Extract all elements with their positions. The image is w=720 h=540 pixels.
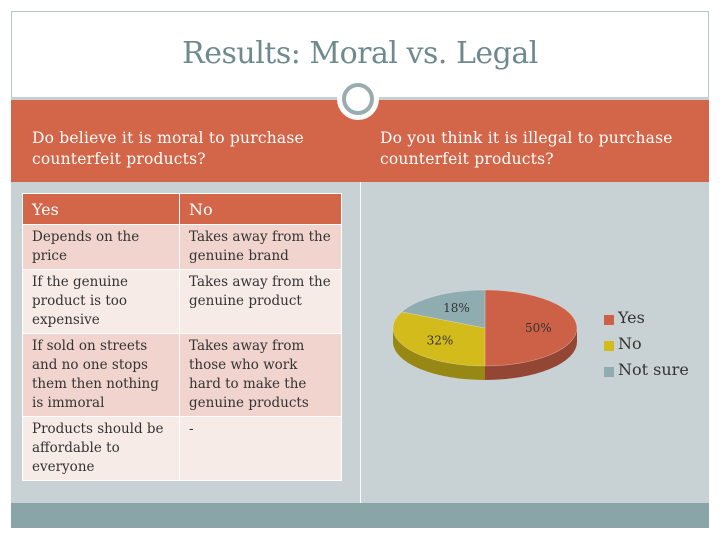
pie-slice-no: [392, 311, 486, 367]
illegal-pie-chart: 50% 32% 18%: [380, 270, 710, 400]
moral-reasons-table: Yes No Depends on the price Takes away f…: [22, 193, 342, 481]
table-cell: Depends on the price: [22, 224, 180, 270]
pie-slice-yes: [484, 289, 578, 367]
legend-label-yes: Yes: [618, 308, 645, 327]
legend-swatch-not-sure: [604, 367, 614, 377]
right-question: Do you think it is illegal to purchase c…: [380, 129, 673, 168]
slide-title: Results: Moral vs. Legal: [182, 36, 538, 71]
table-header-no: No: [179, 193, 342, 225]
table-header-yes: Yes: [22, 193, 180, 225]
table-cell: Takes away from those who work hard to m…: [179, 333, 342, 417]
table-row: Products should be affordable to everyon…: [22, 416, 342, 481]
table-cell: Takes away from the genuine product: [179, 269, 342, 334]
legend-swatch-no: [604, 341, 614, 351]
table-cell: -: [179, 416, 342, 481]
bottom-band: [11, 503, 709, 528]
pie-data-label-no: 32%: [427, 334, 454, 348]
legend-label-not-sure: Not sure: [618, 360, 689, 379]
pie-data-label-not-sure: 18%: [443, 301, 470, 315]
pie-side-no: [393, 328, 485, 380]
table-row: If the genuine product is too expensive …: [22, 269, 342, 334]
circle-ornament-icon: [337, 78, 379, 120]
table-cell: If sold on streets and no one stops them…: [22, 333, 180, 417]
panel-divider: [360, 182, 361, 503]
table-header-row: Yes No: [22, 193, 342, 225]
table-row: Depends on the price Takes away from the…: [22, 224, 342, 270]
table-cell: If the genuine product is too expensive: [22, 269, 180, 334]
left-question: Do believe it is moral to purchase count…: [32, 129, 304, 168]
pie-side-yes: [485, 328, 577, 380]
legend-swatch-yes: [604, 315, 614, 325]
legend-label-no: No: [618, 334, 642, 353]
pie-chart-svg: 50% 32% 18%: [392, 289, 578, 380]
table-cell: Takes away from the genuine brand: [179, 224, 342, 270]
table-cell: Products should be affordable to everyon…: [22, 416, 180, 481]
pie-slice-not-sure: [401, 289, 486, 329]
pie-data-label-yes: 50%: [525, 321, 552, 335]
table-row: If sold on streets and no one stops them…: [22, 333, 342, 417]
